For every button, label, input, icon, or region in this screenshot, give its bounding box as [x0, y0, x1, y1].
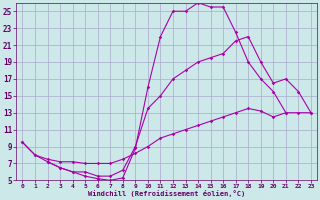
X-axis label: Windchill (Refroidissement éolien,°C): Windchill (Refroidissement éolien,°C): [88, 190, 245, 197]
